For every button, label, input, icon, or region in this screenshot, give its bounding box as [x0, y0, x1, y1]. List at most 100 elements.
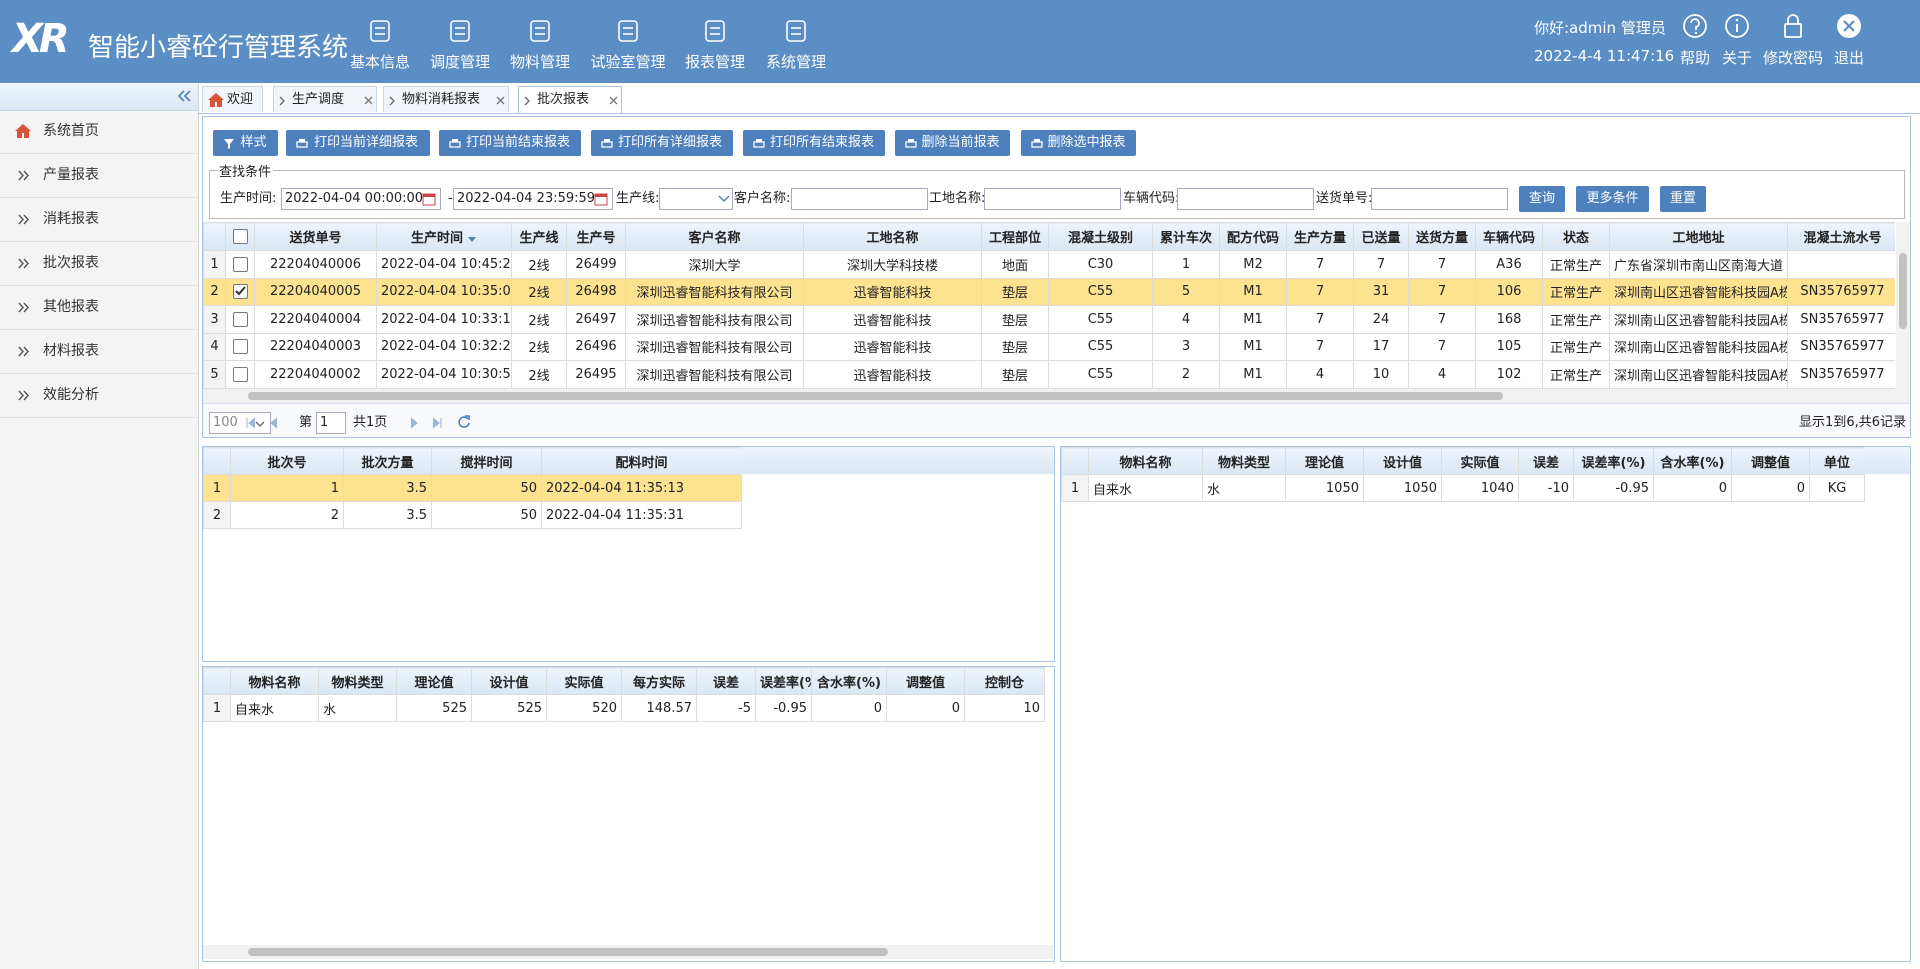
column-header[interactable]: 误差率(%): [1574, 448, 1654, 475]
sidebar-item[interactable]: 批次报表: [0, 242, 198, 286]
column-header[interactable]: 设计值: [472, 668, 547, 695]
column-header[interactable]: 理论值: [397, 668, 472, 695]
column-header[interactable]: 含水率(%): [812, 668, 887, 695]
column-header[interactable]: 单位: [1810, 448, 1865, 475]
column-header[interactable]: 混凝土流水号: [1788, 223, 1896, 251]
search-button[interactable]: 重置: [1660, 186, 1706, 212]
toolbar-button[interactable]: 打印所有结束报表: [743, 130, 885, 156]
column-header[interactable]: 送货单号: [255, 223, 377, 251]
tab-close[interactable]: [496, 96, 505, 105]
toolbar-button[interactable]: 删除选中报表: [1021, 130, 1136, 156]
search-button[interactable]: 查询: [1519, 186, 1565, 212]
tab[interactable]: 欢迎: [202, 86, 263, 112]
search-button[interactable]: 更多条件: [1576, 186, 1649, 212]
column-header[interactable]: 工程部位: [982, 223, 1049, 251]
column-header[interactable]: 累计车次: [1153, 223, 1220, 251]
column-header[interactable]: 工地地址: [1610, 223, 1788, 251]
refresh-button[interactable]: [457, 415, 471, 429]
toolbar-button[interactable]: 样式: [213, 130, 278, 156]
nav-icon[interactable]: [446, 16, 474, 46]
text-input[interactable]: [791, 188, 928, 210]
nav-item[interactable]: 系统管理: [746, 51, 846, 72]
tab[interactable]: 物料消耗报表: [383, 86, 509, 112]
header-action[interactable]: 退出: [1809, 47, 1889, 68]
column-header[interactable]: 已送量: [1354, 223, 1409, 251]
column-header[interactable]: 搅拌时间: [432, 448, 542, 475]
pager-nav[interactable]: [409, 417, 421, 429]
column-header[interactable]: 配料时间: [542, 448, 742, 475]
text-input[interactable]: [1371, 188, 1508, 210]
column-header[interactable]: 物料类型: [1203, 448, 1286, 475]
column-header[interactable]: 生产时间: [377, 223, 512, 251]
sidebar-item[interactable]: 材料报表: [0, 330, 198, 374]
checkbox[interactable]: [233, 229, 248, 244]
action-icon[interactable]: [1681, 12, 1709, 40]
column-header[interactable]: 调整值: [1732, 448, 1810, 475]
pager-nav[interactable]: [431, 417, 443, 429]
sidebar-item[interactable]: 产量报表: [0, 154, 198, 198]
toolbar-button[interactable]: 打印当前详细报表: [286, 130, 430, 156]
nav-icon[interactable]: [701, 16, 729, 46]
tab[interactable]: 生产调度: [273, 86, 377, 112]
nav-item[interactable]: 试验室管理: [578, 51, 678, 72]
action-icon[interactable]: [1779, 12, 1807, 40]
checkbox[interactable]: [233, 367, 248, 382]
checkbox[interactable]: [233, 257, 248, 272]
sidebar-item[interactable]: 其他报表: [0, 286, 198, 330]
column-header[interactable]: 控制仓: [965, 668, 1045, 695]
checkbox[interactable]: [233, 312, 248, 327]
page-input[interactable]: 1: [316, 412, 346, 434]
sidebar-item[interactable]: 系统首页: [0, 110, 198, 154]
grid-row[interactable]: 113.5502022-04-04 11:35:13: [204, 475, 742, 502]
column-header[interactable]: 工地名称: [804, 223, 982, 251]
column-header[interactable]: 误差: [1519, 448, 1574, 475]
sidebar-item[interactable]: 消耗报表: [0, 198, 198, 242]
toolbar-button[interactable]: 删除当前报表: [895, 130, 1010, 156]
grid-row[interactable]: 2222040400052022-04-04 10:35:012线26498深圳…: [204, 278, 1896, 306]
checkbox[interactable]: [233, 339, 248, 354]
toolbar-button[interactable]: 打印所有详细报表: [591, 130, 733, 156]
nav-icon[interactable]: [614, 16, 642, 46]
text-input[interactable]: [984, 188, 1121, 210]
tab-close[interactable]: [364, 96, 373, 105]
nav-icon[interactable]: [782, 16, 810, 46]
sidebar-item[interactable]: 效能分析: [0, 374, 198, 418]
column-header[interactable]: 物料类型: [319, 668, 397, 695]
nav-item[interactable]: 物料管理: [490, 51, 590, 72]
date-input[interactable]: 2022-04-04 23:59:59: [453, 188, 613, 210]
column-header[interactable]: 生产方量: [1287, 223, 1354, 251]
grid-row[interactable]: 1222040400062022-04-04 10:45:272线26499深圳…: [204, 251, 1896, 279]
pager-nav[interactable]: [267, 417, 279, 429]
text-input[interactable]: [1177, 188, 1314, 210]
grid-row[interactable]: 3222040400042022-04-04 10:33:142线26497深圳…: [204, 306, 1896, 334]
column-header[interactable]: 混凝土级别: [1049, 223, 1153, 251]
column-header[interactable]: 调整值: [887, 668, 965, 695]
column-header[interactable]: 配方代码: [1220, 223, 1287, 251]
column-header[interactable]: 批次方量: [344, 448, 432, 475]
column-header[interactable]: 含水率(%): [1654, 448, 1732, 475]
column-header[interactable]: 批次号: [231, 448, 344, 475]
date-input[interactable]: 2022-04-04 00:00:00: [281, 188, 441, 210]
nav-icon[interactable]: [366, 16, 394, 46]
column-header[interactable]: 客户名称: [626, 223, 804, 251]
column-header[interactable]: 状态: [1543, 223, 1610, 251]
grid-row[interactable]: 5222040400022022-04-04 10:30:522线26495深圳…: [204, 361, 1896, 389]
column-header[interactable]: 生产号: [567, 223, 626, 251]
column-header[interactable]: 理论值: [1286, 448, 1364, 475]
line-select[interactable]: [659, 188, 733, 210]
tab[interactable]: 批次报表: [518, 86, 622, 114]
column-header[interactable]: 车辆代码: [1476, 223, 1543, 251]
action-icon[interactable]: [1835, 12, 1863, 40]
column-header[interactable]: 送货方量: [1409, 223, 1476, 251]
grid-row[interactable]: 1自来水水105010501040-10-0.9500KG: [1062, 475, 1865, 502]
column-header[interactable]: 物料名称: [231, 668, 319, 695]
grid-row[interactable]: 1自来水水525525520148.57-5-0.950010: [204, 695, 1045, 722]
pager-nav[interactable]: [245, 417, 257, 429]
column-header[interactable]: 物料名称: [1089, 448, 1203, 475]
nav-icon[interactable]: [526, 16, 554, 46]
column-header[interactable]: 误差率(%): [756, 668, 812, 695]
column-header[interactable]: 实际值: [547, 668, 622, 695]
collapse-button[interactable]: [176, 89, 192, 103]
grid-row[interactable]: 223.5502022-04-04 11:35:31: [204, 502, 742, 529]
column-header[interactable]: 生产线: [512, 223, 567, 251]
